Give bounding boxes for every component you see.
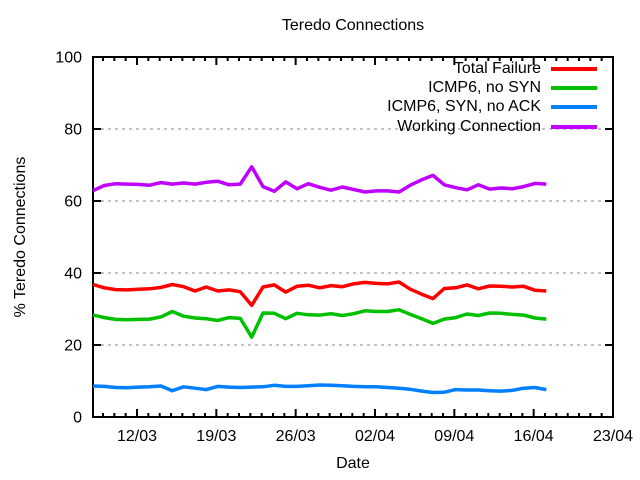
x-tick-label: 16/04	[514, 428, 554, 445]
legend-line-sample	[551, 124, 597, 129]
y-tick-label: 100	[55, 50, 82, 67]
legend-label: Total Failure	[453, 59, 541, 77]
x-tick-label: 12/03	[117, 428, 157, 445]
series-line-icmp6-syn-no-ack	[92, 383, 547, 395]
y-tick-label: 0	[73, 410, 82, 427]
y-tick-label: 40	[64, 266, 82, 283]
x-tick-label: 09/04	[434, 428, 474, 445]
y-axis-label: % Teredo Connections	[12, 156, 29, 318]
legend-line-sample	[551, 85, 597, 90]
legend-item-total-failure: Total Failure	[387, 59, 597, 78]
x-tick-label: 26/03	[276, 428, 316, 445]
x-tick-label: 19/03	[196, 428, 236, 445]
chart-title: Teredo Connections	[281, 17, 425, 34]
x-tick-label: 23/04	[593, 428, 633, 445]
legend-line-sample	[551, 66, 597, 71]
series-line-working-connection	[92, 165, 547, 194]
series-line-total-failure	[92, 280, 547, 308]
x-tick-label: 02/04	[355, 428, 395, 445]
legend-item-working-connection: Working Connection	[387, 117, 597, 136]
legend-item-icmp6-no-syn: ICMP6, no SYN	[387, 78, 597, 97]
legend-label: ICMP6, SYN, no ACK	[387, 98, 541, 116]
legend-item-icmp6-syn-no-ack: ICMP6, SYN, no ACK	[387, 98, 597, 117]
legend-label: Working Connection	[397, 117, 541, 135]
legend: Total Failure ICMP6, no SYN ICMP6, SYN, …	[387, 59, 597, 136]
legend-line-sample	[551, 105, 597, 110]
series-line-icmp6-no-syn	[92, 307, 547, 339]
legend-label: ICMP6, no SYN	[428, 78, 541, 96]
y-tick-label: 60	[64, 194, 82, 211]
y-tick-label: 80	[64, 122, 82, 139]
y-tick-label: 20	[64, 338, 82, 355]
x-axis-label: Date	[336, 455, 370, 472]
